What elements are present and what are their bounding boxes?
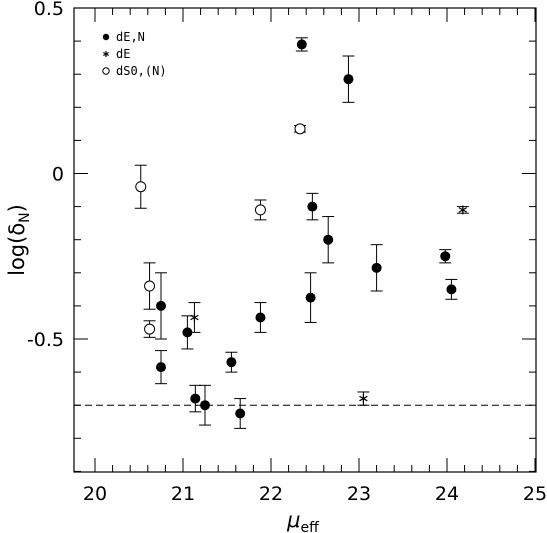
legend-item: dS0,(N) xyxy=(102,64,167,78)
filled-circle-marker xyxy=(305,292,316,303)
data-point xyxy=(445,278,458,300)
data-point xyxy=(155,350,167,385)
data-point xyxy=(234,398,247,429)
asterisk-stroke xyxy=(103,51,109,57)
filled-circle-marker xyxy=(226,357,237,368)
asterisk-stroke xyxy=(458,207,468,213)
filled-circle-marker xyxy=(255,312,266,323)
x-tick-label: 23 xyxy=(347,483,371,505)
filled-circle-marker xyxy=(446,284,457,295)
filled-circle-marker xyxy=(156,300,166,311)
open-circle-marker xyxy=(294,123,306,135)
data-point xyxy=(188,302,201,333)
data-point xyxy=(225,351,238,373)
open-circle-marker xyxy=(135,181,147,193)
legend-label: dS0,(N) xyxy=(116,64,167,78)
filled-circle-marker xyxy=(343,74,354,85)
data-point xyxy=(370,244,383,292)
data-point xyxy=(306,192,319,221)
data-point xyxy=(254,199,267,221)
filled-circle-marker xyxy=(235,408,246,419)
data-point xyxy=(181,315,194,350)
filled-circle-marker xyxy=(440,251,451,262)
filled-circle-marker xyxy=(323,234,334,245)
y-tick-label: -0.5 xyxy=(27,329,64,351)
asterisk-marker xyxy=(190,312,199,322)
data-point xyxy=(189,384,202,413)
open-circle-marker xyxy=(102,67,110,75)
asterisk-stroke xyxy=(359,395,368,402)
x-axis-label: μeff xyxy=(286,508,319,533)
filled-circle-marker xyxy=(182,327,193,338)
filled-circle-marker xyxy=(307,201,318,212)
y-axis-label: log(δN) xyxy=(5,204,33,276)
data-point xyxy=(143,262,156,310)
asterisk-marker xyxy=(103,51,109,57)
data-point xyxy=(199,384,211,426)
data-layer xyxy=(134,37,469,429)
data-point xyxy=(254,302,267,333)
legend-item: dE xyxy=(103,47,130,61)
data-point xyxy=(155,272,167,340)
filled-circle-marker xyxy=(200,400,210,411)
legend-label: dE xyxy=(116,47,130,61)
legend: dE,N dE dS0,(N) xyxy=(102,30,167,78)
y-tick-label: 0 xyxy=(52,164,64,186)
data-point xyxy=(456,205,469,215)
tick-layer: 20 21 22 23 24 25 -0.5 0 0.5 xyxy=(27,0,547,505)
legend-item: dE,N xyxy=(102,30,145,44)
filled-circle-marker xyxy=(296,39,307,50)
x-tick-label: 25 xyxy=(523,483,547,505)
filled-circle-marker xyxy=(102,33,110,41)
legend-label: dE,N xyxy=(116,30,145,44)
filled-circle-marker xyxy=(156,362,166,373)
data-point xyxy=(134,164,147,209)
open-circle-marker xyxy=(144,323,156,335)
data-point xyxy=(294,123,307,135)
data-point xyxy=(295,37,308,52)
data-point xyxy=(342,55,355,103)
x-tick-label: 24 xyxy=(435,483,459,505)
asterisk-marker xyxy=(359,394,368,404)
x-tick-label: 21 xyxy=(171,483,195,505)
x-tick-label: 20 xyxy=(83,483,107,505)
asterisk-marker xyxy=(458,205,468,215)
filled-circle-marker xyxy=(190,393,201,404)
data-point xyxy=(304,272,317,323)
data-point xyxy=(322,216,335,264)
data-point xyxy=(357,391,370,406)
asterisk-stroke xyxy=(190,314,199,321)
open-circle-marker xyxy=(254,204,266,216)
x-tick-label: 22 xyxy=(259,483,283,505)
open-circle-marker xyxy=(144,280,156,292)
data-point xyxy=(439,249,452,264)
y-tick-label: 0.5 xyxy=(34,0,64,20)
data-point xyxy=(143,320,156,338)
filled-circle-marker xyxy=(371,262,382,273)
